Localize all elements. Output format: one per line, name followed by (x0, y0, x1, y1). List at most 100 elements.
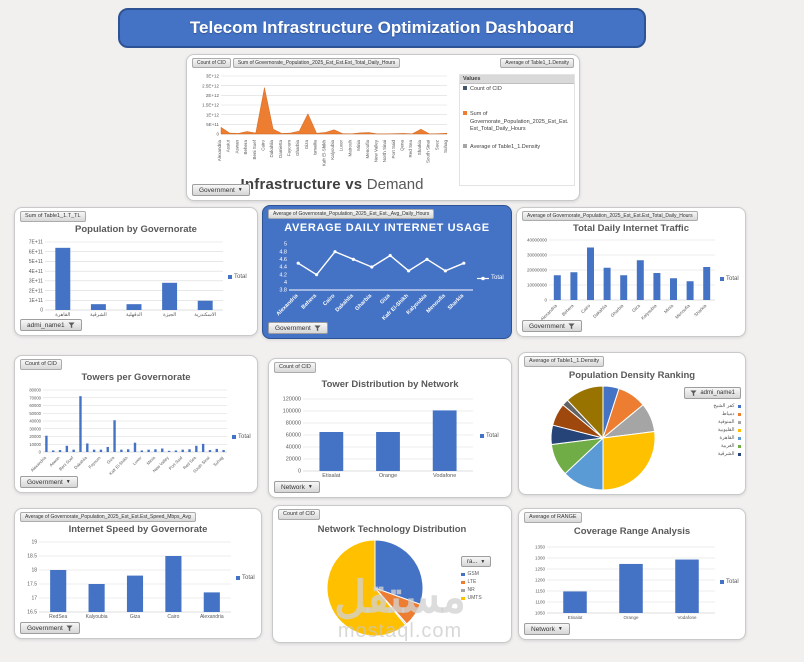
filter-government[interactable]: Government (20, 622, 80, 634)
legend-item[interactable]: Sum of Governorate_Population_2025_Est_E… (460, 109, 574, 133)
series-legend[interactable]: Total (720, 276, 739, 282)
field-button-avg-total-daily-hours[interactable]: Average of Governorate_Population_2025_E… (522, 211, 698, 222)
legend-item[interactable]: Count of CID (460, 84, 574, 93)
svg-text:Minia: Minia (146, 455, 157, 466)
field-button-average-density[interactable]: Average of Table1_1.Density (500, 58, 574, 69)
svg-text:Suez: Suez (434, 139, 439, 150)
svg-text:Cairo: Cairo (167, 614, 179, 620)
area-chart-canvas[interactable]: 0 5E+11 1E+12 1.5E+12 2E+12 2.5E+12 3E+12 Alexa… (191, 72, 453, 178)
bar-chart-canvas[interactable]: 0 20000 40000 60000 80000 100000 120000 Etisala… (273, 391, 477, 485)
svg-text:Dakahlia: Dakahlia (335, 293, 356, 314)
filter-government[interactable]: Government (268, 322, 328, 334)
field-button-average-density[interactable]: Average of Table1_1.Density (524, 356, 605, 367)
chevron-down-icon: ▼ (480, 558, 486, 565)
svg-text:Alexandria: Alexandria (200, 614, 224, 620)
svg-text:Damietta: Damietta (278, 140, 283, 159)
field-button-average-of-range[interactable]: Average of RANGE (524, 512, 582, 523)
svg-text:18: 18 (31, 568, 37, 574)
chevron-down-icon: ▼ (307, 484, 313, 490)
field-button-sum-population-hours[interactable]: Sum of Governorate_Population_2025_Est_E… (232, 58, 401, 69)
svg-text:Alexandria: Alexandria (539, 303, 558, 322)
svg-text:1150: 1150 (535, 589, 545, 594)
chart-title: Network Technology Distribution (317, 524, 467, 535)
field-button-sum-table[interactable]: Sum of Table1_1.T_TL (20, 211, 86, 222)
pie-legend: ra... ▼ GSM LTE NR UMTS (461, 556, 507, 601)
legend-item[interactable]: LTE (461, 579, 507, 586)
svg-text:Aswan: Aswan (234, 140, 239, 154)
svg-text:17.5: 17.5 (27, 582, 37, 588)
legend-item[interactable]: NR (461, 587, 507, 594)
pie-chart-canvas[interactable] (321, 538, 429, 638)
svg-text:الاسكندرية: الاسكندرية (194, 312, 216, 318)
series-legend[interactable]: Total (480, 433, 499, 439)
legend-filter-admi-name1[interactable]: admi_name1 (684, 387, 741, 399)
field-button-count-of-cid[interactable]: Count of CID (192, 58, 231, 69)
bar-chart-canvas[interactable]: 0 10000 20000 30000 40000 50000 60000 70000 8000… (17, 384, 231, 486)
svg-text:40000: 40000 (29, 419, 41, 424)
legend-header[interactable]: Values (460, 75, 574, 84)
svg-text:Fayoum: Fayoum (287, 140, 292, 157)
svg-text:Gharbia: Gharbia (354, 293, 374, 313)
filter-network[interactable]: Network ▼ (274, 481, 320, 493)
bar-chart-canvas[interactable]: 0 10000000 20000000 30000000 40000000 Alexand… (519, 234, 719, 330)
legend-item[interactable]: القاهرة (669, 435, 741, 442)
series-legend[interactable]: Total (228, 274, 247, 280)
legend-item[interactable]: دمياط (669, 411, 741, 418)
svg-text:Sharkia: Sharkia (693, 303, 708, 318)
field-button-avg-daily-hours[interactable]: Average of Governorate_Population_2025_E… (268, 209, 435, 220)
svg-text:1.5E+12: 1.5E+12 (202, 103, 219, 108)
svg-text:2E+12: 2E+12 (206, 93, 220, 98)
card-tower-distribution-by-network: Count of CID Tower Distribution by Netwo… (268, 358, 512, 498)
svg-text:2E+11: 2E+11 (29, 288, 43, 294)
bar-chart-canvas[interactable]: 1050 1100 1150 1200 1250 1300 1350 Etisalat Oran… (521, 539, 719, 627)
series-legend[interactable]: Total (720, 579, 739, 585)
pie-chart-canvas[interactable] (545, 384, 661, 492)
series-legend[interactable]: Total (477, 275, 504, 281)
filter-government[interactable]: Government ▼ (20, 476, 78, 488)
legend-filter-radio[interactable]: ra... ▼ (461, 556, 492, 567)
svg-text:70000: 70000 (29, 395, 41, 400)
filter-admi-name1[interactable]: admi_name1 (20, 319, 82, 331)
legend-item[interactable]: كفر الشيخ (669, 403, 741, 410)
legend-item[interactable]: GSM (461, 571, 507, 578)
legend-item[interactable]: المنوفية (669, 419, 741, 426)
legend-item[interactable]: Average of Table1_1.Density (460, 142, 574, 151)
legend-item[interactable]: الغربية (669, 443, 741, 450)
chart-title: Infrastructure vs Demand (240, 176, 424, 193)
bar-chart-canvas[interactable]: 16.5 17 17.5 18 18.5 19 RedSea Kalyoubia Giza Cai… (17, 536, 235, 624)
legend-swatch (463, 111, 467, 116)
svg-text:الجيزة: الجيزة (163, 312, 176, 318)
series-legend[interactable]: Total (236, 575, 255, 581)
svg-text:10000: 10000 (29, 442, 41, 447)
filter-government[interactable]: Government ▼ (192, 184, 250, 196)
card-population-by-governorate: Sum of Table1_1.T_TL Population by Gover… (14, 207, 258, 336)
series-legend[interactable]: Total (232, 434, 251, 440)
field-button-count-of-cid[interactable]: Count of CID (274, 362, 316, 373)
svg-text:Luxor: Luxor (132, 455, 143, 466)
svg-text:Sharkia: Sharkia (447, 293, 466, 312)
field-button-count-of-cid[interactable]: Count of CID (278, 509, 320, 520)
field-button-count-of-cid[interactable]: Count of CID (20, 359, 62, 370)
svg-text:0: 0 (39, 450, 42, 455)
svg-text:Vodafone: Vodafone (433, 473, 456, 479)
field-button-avg-speed-mbps[interactable]: Average of Governorate_Population_2025_E… (20, 512, 196, 523)
svg-text:50000: 50000 (29, 411, 41, 416)
filter-government[interactable]: Government (522, 320, 582, 332)
svg-text:Kalyoubia: Kalyoubia (86, 614, 108, 620)
svg-text:1050: 1050 (535, 611, 546, 616)
svg-text:40000000: 40000000 (527, 238, 548, 243)
svg-text:Menoufia: Menoufia (674, 303, 691, 320)
legend-item[interactable]: UMTS (461, 595, 507, 602)
legend-item[interactable]: الشرقية (669, 451, 741, 458)
filter-network[interactable]: Network ▼ (524, 623, 570, 635)
svg-text:Port Said: Port Said (168, 455, 184, 471)
chevron-down-icon: ▼ (237, 187, 243, 193)
card-network-technology-distribution: Count of CID Network Technology Distribu… (272, 505, 512, 643)
legend-item[interactable]: القليوبية (669, 427, 741, 434)
svg-text:Minia: Minia (356, 140, 361, 151)
svg-text:1250: 1250 (535, 567, 546, 572)
svg-text:60000: 60000 (29, 403, 41, 408)
svg-text:3E+11: 3E+11 (29, 279, 43, 285)
line-chart-canvas[interactable]: 3.8 4 4.24.4 4.6 4.85 Alexandria Behera CairoDa… (273, 238, 479, 324)
bar-chart-canvas[interactable]: 0 1E+11 2E+11 3E+11 4E+11 5E+11 6E+11 7E+11 القا… (19, 236, 227, 322)
